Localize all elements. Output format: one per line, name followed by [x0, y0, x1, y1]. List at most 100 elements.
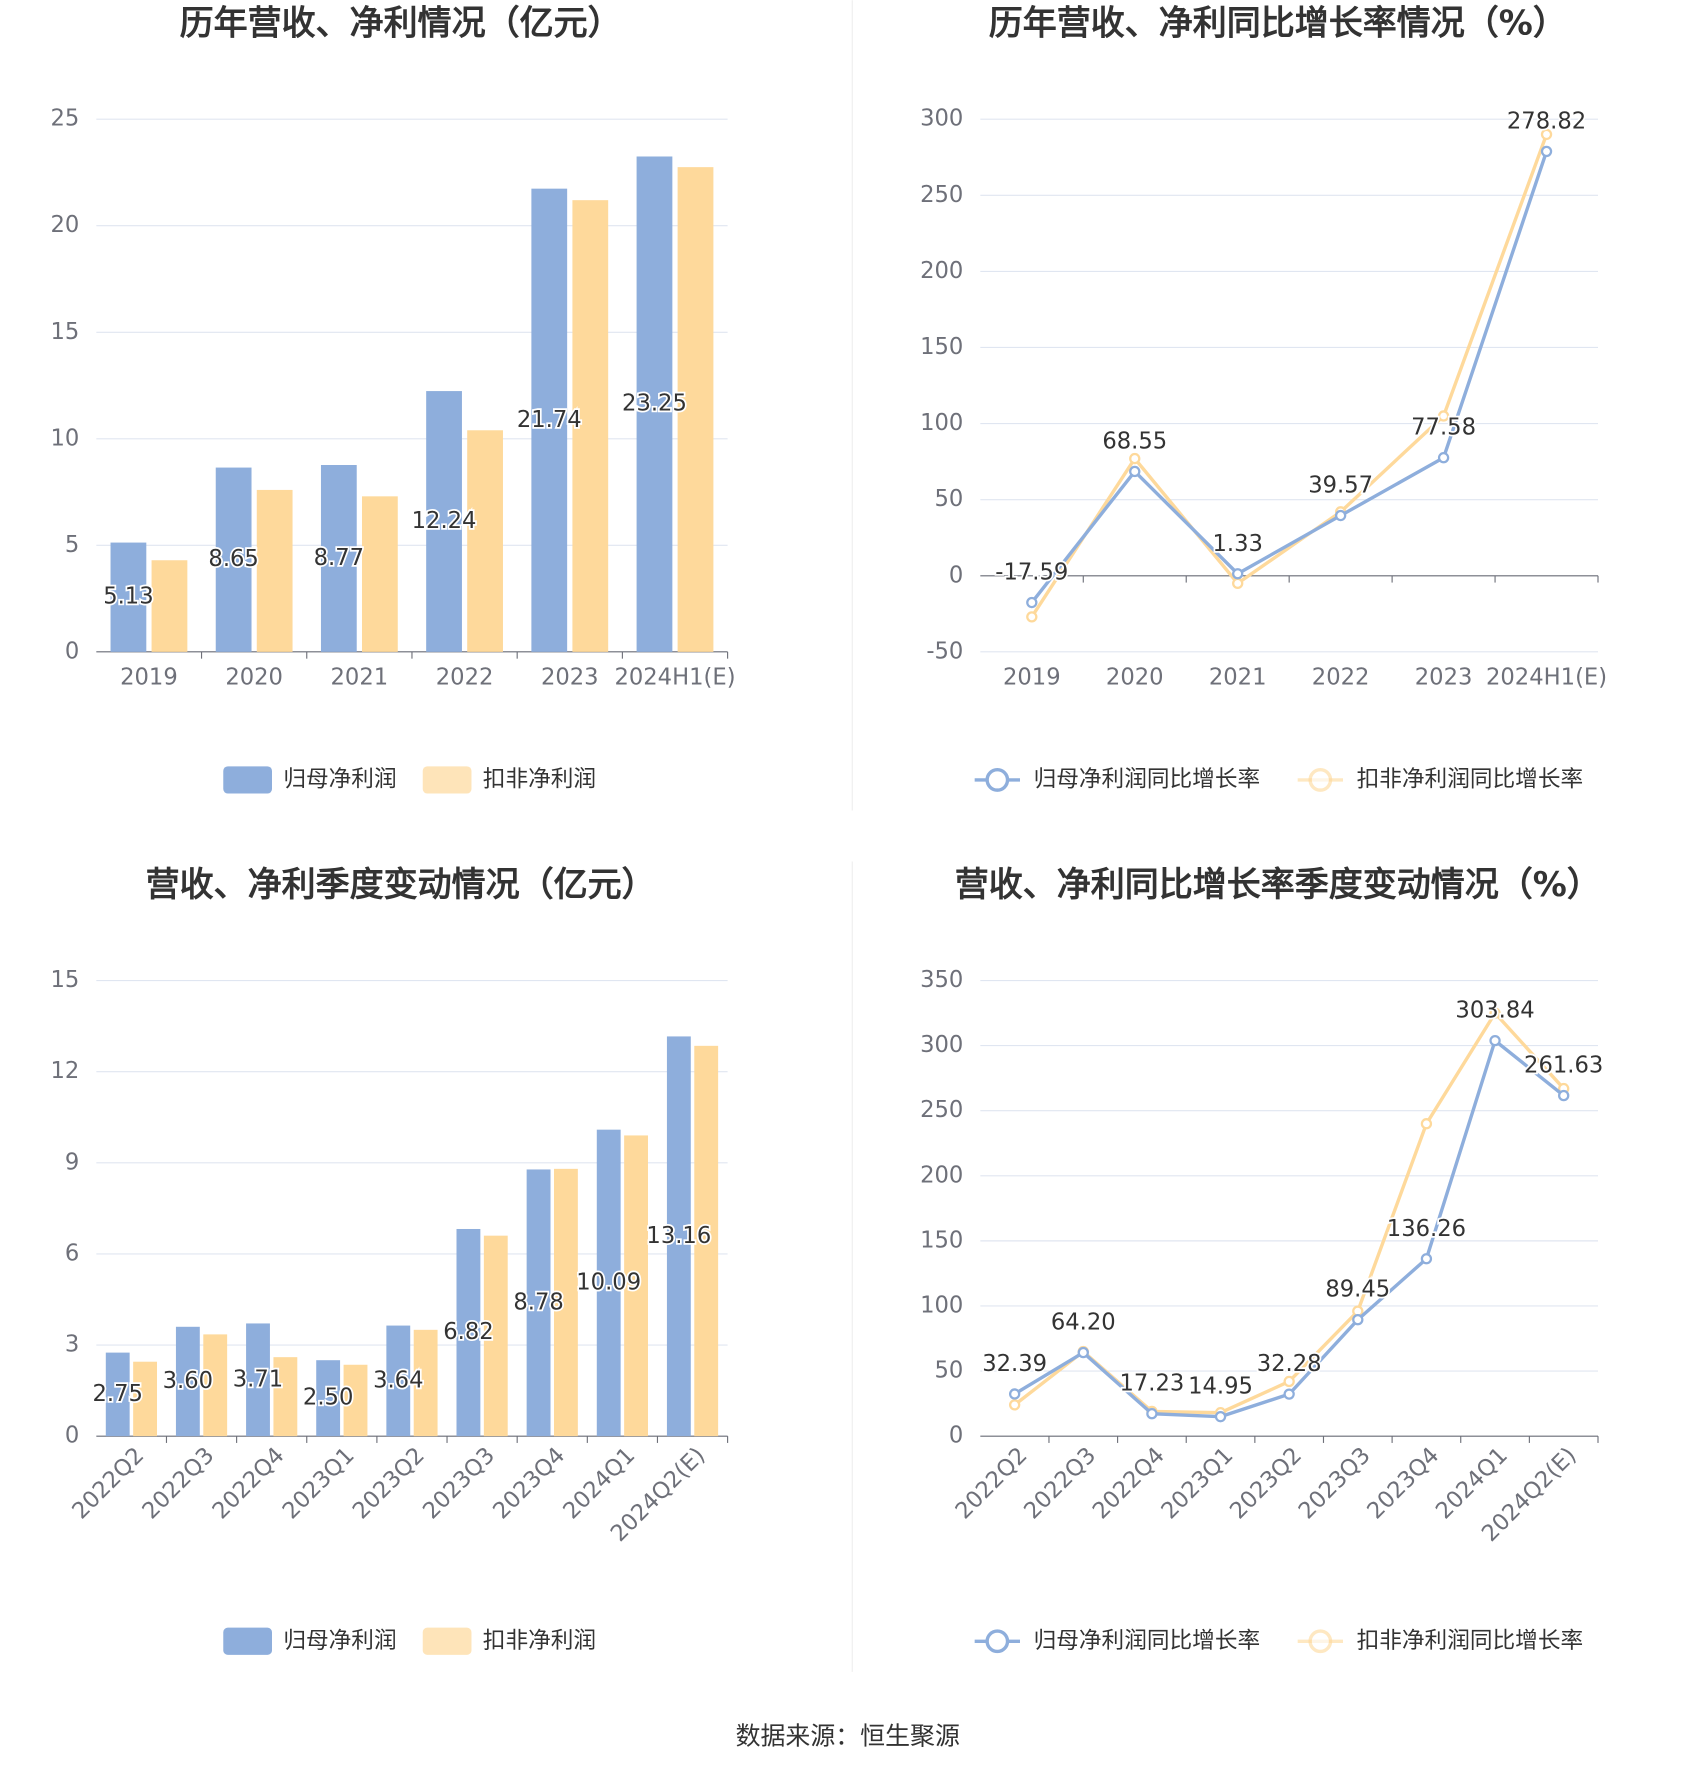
point: [1232, 568, 1244, 580]
y-tick-label: 150: [920, 1227, 963, 1253]
bar: [386, 1325, 411, 1437]
value-label: 2.75: [92, 1381, 142, 1407]
bar: [320, 465, 357, 652]
x-tick-label: 2021: [331, 664, 389, 690]
point: [1077, 1346, 1089, 1359]
value-label: 3.71: [233, 1366, 283, 1392]
bar: [343, 1364, 368, 1437]
y-tick-label: 250: [920, 182, 963, 208]
x-tick-label: 2019: [120, 664, 178, 690]
value-label: 8.65: [208, 546, 258, 572]
legend-swatch: [223, 766, 272, 794]
y-tick-label: 0: [65, 1423, 79, 1449]
bar: [426, 391, 462, 652]
x-tick-label: 2023Q4: [1362, 1442, 1444, 1524]
value-label: 10.09: [576, 1269, 641, 1295]
y-tick-label: 9: [65, 1149, 79, 1175]
value-label: 5.13: [103, 584, 153, 610]
x-tick-label: 2022Q3: [1019, 1442, 1101, 1524]
bar: [105, 1352, 130, 1437]
y-tick-label: -50: [926, 638, 963, 664]
chart-title: 营收、净利同比增长率季度变动情况（%）: [955, 865, 1601, 905]
legend-swatch: [223, 1627, 272, 1655]
point: [1146, 1408, 1158, 1420]
point: [1026, 611, 1038, 623]
y-tick-label: 350: [920, 967, 963, 993]
bar: [526, 1169, 551, 1437]
bar: [572, 200, 609, 652]
y-tick-label: 10: [50, 425, 79, 451]
y-tick-label: 300: [920, 106, 963, 132]
legend-swatch: [1308, 1629, 1333, 1654]
x-tick-label: 2022Q4: [208, 1442, 290, 1524]
x-tick-label: 2023Q3: [1294, 1442, 1376, 1524]
point: [1129, 465, 1141, 478]
x-tick-label: 2023Q3: [418, 1442, 500, 1524]
point: [1129, 452, 1141, 465]
bar: [456, 1228, 481, 1437]
y-tick-label: 25: [50, 106, 79, 132]
bar: [666, 1036, 691, 1437]
value-label: 68.55: [1102, 428, 1167, 454]
y-tick-label: 100: [920, 1292, 963, 1318]
value-label: 21.74: [517, 407, 582, 433]
point: [1540, 145, 1553, 158]
x-tick-label: 2023: [1415, 664, 1473, 690]
point: [1352, 1314, 1364, 1326]
bar: [467, 430, 503, 652]
x-tick-label: 2023Q1: [1156, 1442, 1238, 1524]
legend-label: 归母净利润: [283, 1628, 396, 1654]
value-label: 8.77: [314, 545, 364, 571]
point: [1489, 1034, 1501, 1047]
bar: [624, 1135, 648, 1437]
y-tick-label: 250: [920, 1097, 963, 1123]
value-label: 136.26: [1387, 1216, 1466, 1242]
point: [1283, 1388, 1295, 1400]
y-tick-label: 0: [65, 638, 79, 664]
point: [1026, 596, 1038, 609]
x-tick-label: 2024H1(E): [1486, 664, 1607, 690]
bar: [694, 1045, 719, 1437]
y-tick-label: 15: [50, 319, 79, 345]
x-tick-label: 2020: [225, 664, 283, 690]
value-label: -17.59: [995, 560, 1068, 586]
bar: [531, 188, 568, 652]
bar: [361, 496, 398, 652]
bar: [215, 467, 252, 652]
value-label: 2.50: [303, 1385, 353, 1411]
legend-label: 归母净利润同比增长率: [1034, 766, 1261, 792]
y-tick-label: 6: [65, 1240, 79, 1266]
chart-title: 历年营收、净利情况（亿元）: [180, 4, 622, 44]
legend-swatch: [985, 768, 1010, 792]
x-tick-label: 2022Q2: [951, 1442, 1033, 1524]
value-label: 32.28: [1257, 1351, 1322, 1377]
bar: [246, 1323, 270, 1437]
x-tick-label: 2022: [436, 664, 494, 690]
legend-swatch: [422, 766, 472, 794]
legend-label: 归母净利润: [283, 766, 396, 792]
y-tick-label: 15: [50, 967, 79, 993]
y-tick-label: 300: [920, 1032, 963, 1058]
x-tick-label: 2020: [1106, 664, 1164, 690]
x-tick-label: 2023Q2: [348, 1442, 430, 1524]
y-tick-label: 20: [50, 212, 79, 238]
y-tick-label: 12: [50, 1058, 79, 1084]
point: [1489, 1007, 1501, 1019]
x-tick-label: 2022Q4: [1088, 1442, 1170, 1524]
legend-label: 归母净利润同比增长率: [1034, 1628, 1261, 1654]
value-label: 89.45: [1325, 1277, 1390, 1303]
x-tick-label: 2023Q1: [278, 1442, 360, 1524]
legend-swatch: [1308, 768, 1333, 792]
x-tick-label: 2023Q2: [1225, 1442, 1307, 1524]
point: [1283, 1375, 1295, 1388]
value-label: 3.64: [373, 1367, 423, 1393]
bar: [413, 1329, 438, 1437]
value-label: 64.20: [1051, 1310, 1116, 1336]
y-tick-label: 200: [920, 1162, 963, 1188]
legend-label: 扣非净利润同比增长率: [1357, 1628, 1584, 1654]
value-label: 32.39: [982, 1351, 1047, 1377]
chart-title: 营收、净利季度变动情况（亿元）: [146, 865, 656, 905]
y-tick-label: 50: [934, 1358, 963, 1384]
value-label: 12.24: [412, 508, 477, 534]
